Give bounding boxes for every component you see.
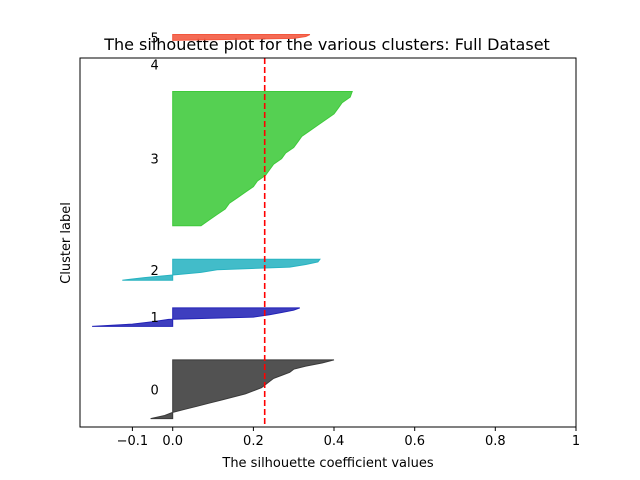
x-tick-label: −0.1 — [117, 434, 149, 449]
cluster-2-area — [122, 258, 321, 281]
x-axis-ticks: −0.1 0.0 0.2 0.4 0.6 0.8 1 — [117, 427, 580, 449]
cluster-0-area — [150, 359, 335, 420]
y-axis-label: Cluster label — [59, 202, 74, 284]
plot-frame — [79, 57, 577, 428]
x-axis-label: The silhouette coefficient values — [221, 456, 433, 471]
x-tick-label: 0.4 — [324, 434, 345, 449]
x-tick-label: 1 — [572, 434, 580, 449]
cluster-label-4: 4 — [150, 59, 158, 74]
cluster-label-1: 1 — [150, 311, 158, 326]
cluster-areas — [92, 34, 353, 420]
cluster-label-5: 5 — [150, 32, 158, 47]
cluster-label-2: 2 — [150, 264, 158, 279]
cluster-1-area — [92, 307, 300, 327]
x-tick-label: 0.0 — [162, 434, 183, 449]
cluster-label-3: 3 — [150, 153, 158, 168]
cluster-labels: 0 1 2 3 4 5 — [150, 32, 158, 399]
x-tick-label: 0.2 — [243, 434, 264, 449]
x-tick-label: 0.6 — [404, 434, 425, 449]
x-tick-label: 0.8 — [485, 434, 506, 449]
chart-title: The silhouette plot for the various clus… — [103, 35, 550, 54]
cluster-5-area — [172, 34, 311, 41]
cluster-label-0: 0 — [150, 383, 158, 398]
cluster-3-area — [172, 91, 353, 227]
